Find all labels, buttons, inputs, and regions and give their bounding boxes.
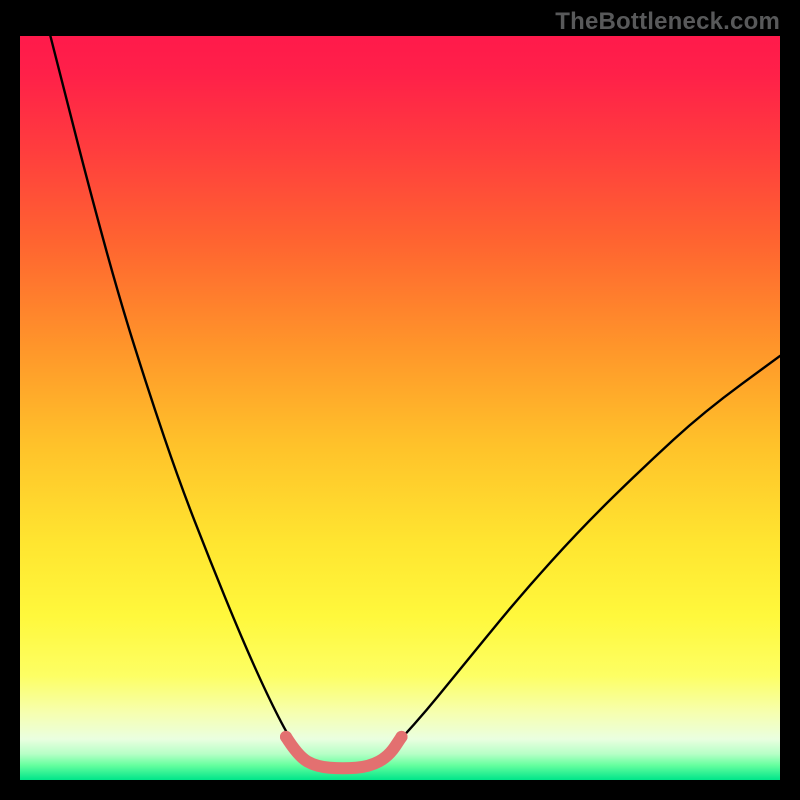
watermark-text: TheBottleneck.com [555, 8, 780, 36]
chart-frame: TheBottleneck.com [0, 0, 800, 800]
plot-background [20, 36, 780, 780]
valley-accent-cap-left [280, 731, 292, 743]
valley-accent-cap-right [396, 731, 408, 743]
chart-svg [0, 0, 800, 800]
